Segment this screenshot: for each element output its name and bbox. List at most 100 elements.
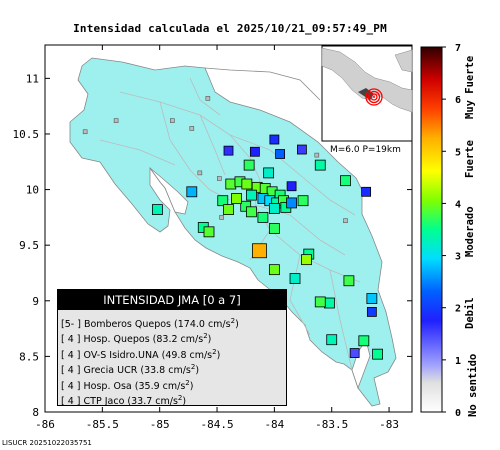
station-marker (231, 193, 242, 204)
legend-row: [ 4 ] Hosp. Osa (35.9 cm/s2) (58, 376, 286, 392)
colorbar-tick-label: 5 (455, 147, 461, 158)
station-marker (203, 226, 215, 238)
y-tick-label: 10.5 (13, 128, 40, 141)
station-marker (246, 206, 257, 218)
x-axis-ticks: -86 -85.5 -85 -84.5 -84 -83.5 -83 (35, 45, 399, 431)
station-marker (269, 134, 280, 145)
station-marker (326, 334, 338, 346)
gulf-of-nicoya (149, 167, 189, 215)
station-marker (366, 293, 378, 304)
station-marker (349, 348, 360, 358)
colorbar-label-moderado: Moderado (464, 206, 476, 257)
x-tick-label: -85 (150, 418, 170, 431)
legend-close: ) (189, 380, 194, 392)
colorbar-tick-label: 7 (455, 43, 461, 54)
legend-station: Hosp. Osa (83, 380, 135, 392)
legend-close: ) (207, 334, 212, 346)
colorbar-tick-label: 3 (455, 252, 461, 263)
station-marker (358, 335, 370, 347)
legend-intensity: [5- ] (61, 319, 84, 331)
inset-map: M=6.0 P=19km (321, 45, 413, 155)
x-tick-label: -84.5 (200, 418, 233, 431)
legend-unit-exp: 2 (212, 347, 217, 356)
y-axis-ticks: 8 8.5 9 9.5 10 10.5 11 (13, 72, 412, 419)
legend-row: [5- ] Bomberos Quepos (174.0 cm/s2) (58, 314, 286, 331)
colorbar-label-debil: Debil (464, 297, 476, 329)
nicaragua-border (204, 67, 321, 101)
station-marker (297, 195, 309, 207)
reference-point (189, 126, 195, 131)
costa-rica-landmass (69, 57, 397, 407)
station-marker (249, 146, 260, 157)
station-marker (324, 297, 335, 309)
x-tick-label: -84 (264, 418, 284, 431)
legend-station: Hosp. Quepos (83, 334, 153, 346)
station-marker (286, 197, 297, 209)
y-tick-label: 9 (32, 295, 39, 308)
reference-point (343, 218, 348, 224)
map-frame (44, 44, 413, 413)
reference-point (170, 118, 175, 123)
station-marker (223, 145, 234, 156)
map-reference-points (82, 96, 348, 224)
station-marker (314, 159, 326, 171)
epicenter-icon (365, 88, 383, 106)
station-marker (340, 175, 351, 187)
station-marker (223, 204, 234, 215)
station-marker (225, 178, 237, 190)
y-tick-label: 8.5 (19, 350, 39, 363)
legend-pga: (83.2 cm/s (152, 334, 204, 346)
legend-station: Bomberos Quepos (83, 319, 175, 331)
station-marker (151, 204, 163, 215)
station-marker (372, 348, 383, 360)
x-tick-label: -85.5 (86, 418, 119, 431)
legend-pga: (33.7 cm/s (127, 396, 178, 408)
colorbar-label-muy-fuerte: Muy Fuerte (464, 55, 476, 119)
legend-station: CTP Jaco (83, 396, 128, 408)
legend-header: INTENSIDAD JMA [0 a 7] (58, 290, 286, 310)
y-tick-label: 9.5 (19, 239, 39, 252)
y-tick-label: 8 (32, 406, 39, 419)
station-marker (268, 264, 280, 276)
station-marker (296, 144, 307, 155)
station-marker (268, 223, 280, 234)
x-tick-label: -83.5 (315, 418, 348, 431)
station-marker (240, 200, 252, 212)
station-marker (257, 211, 269, 223)
colorbar-tick-label: 0 (455, 408, 461, 419)
station-marker (268, 203, 280, 214)
legend-intensity: [ 4 ] (61, 396, 84, 408)
reference-point (113, 118, 119, 123)
station-marker (263, 167, 275, 179)
legend-unit-exp: 2 (177, 393, 183, 402)
inset-land (321, 47, 413, 113)
footer-id: LISUCR 20251022035751 (2, 439, 92, 447)
reference-point (82, 129, 88, 135)
y-tick-label: 11 (26, 72, 39, 85)
x-tick-label: -83 (379, 418, 399, 431)
reference-point (197, 170, 203, 176)
legend-intensity: [ 4 ] (61, 334, 84, 346)
colorbar-tick-label: 6 (455, 95, 461, 106)
station-marker (217, 195, 229, 207)
legend-close: ) (216, 349, 221, 361)
legend-intensity: [ 4 ] (61, 349, 84, 361)
legend-close: ) (182, 396, 187, 408)
station-marker (286, 181, 297, 192)
legend-close: ) (235, 319, 239, 331)
legend-close: ) (195, 365, 200, 377)
colorbar-label-no-sentido: No sentido (467, 353, 479, 417)
station-marker (289, 273, 301, 284)
station-markers (151, 134, 383, 360)
legend-station: OV-S Isidro.UNA (83, 349, 162, 361)
colorbar-tick-label: 2 (455, 304, 461, 315)
colorbar-tick-label: 4 (455, 199, 461, 210)
legend-row: [ 4 ] CTP Jaco (33.7 cm/s2) (58, 391, 286, 408)
legend-pga: (35.9 cm/s (134, 380, 186, 392)
legend-intensity: [ 4 ] (61, 380, 84, 392)
station-marker (343, 275, 355, 287)
inset-label: M=6.0 P=19km (330, 145, 401, 155)
legend-intensity: [ 4 ] (61, 365, 84, 377)
x-tick-label: -86 (35, 418, 55, 431)
legend-unit-exp: 2 (185, 378, 190, 387)
